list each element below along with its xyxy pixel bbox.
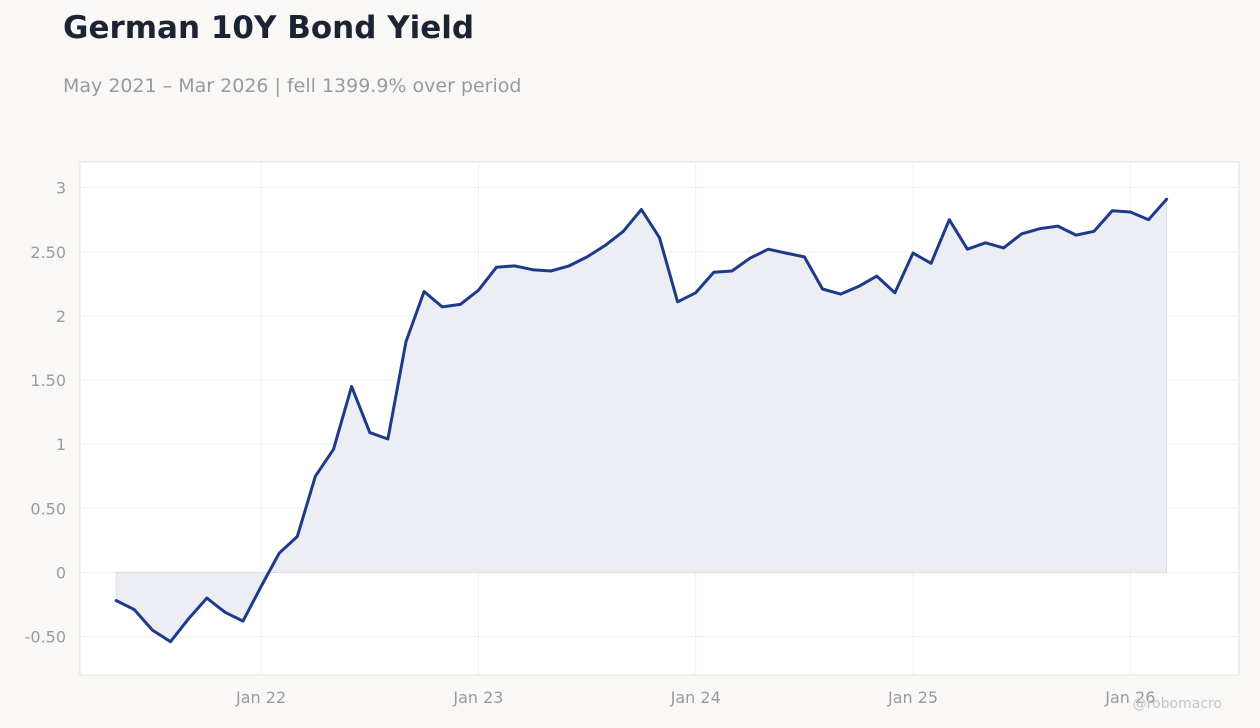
watermark: @robomacro — [1132, 696, 1222, 712]
x-tick-label: Jan 26 — [1104, 688, 1155, 707]
y-axis: -0.50 0 0.50 1 1.50 2 2.50 3 — [25, 179, 66, 647]
x-tick-label: Jan 22 — [235, 688, 286, 707]
x-tick-label: Jan 23 — [452, 688, 503, 707]
chart-subtitle: May 2021 – Mar 2026 | fell 1399.9% over … — [63, 75, 522, 97]
y-tick-label: -0.50 — [25, 628, 66, 647]
y-tick-label: 1.50 — [30, 371, 66, 390]
series-line — [114, 197, 1169, 644]
y-tick-label: 0 — [56, 563, 66, 582]
y-tick-label: 3 — [56, 179, 66, 198]
y-tick-label: 2.50 — [30, 243, 66, 262]
x-tick-label: Jan 24 — [670, 688, 721, 707]
y-tick-label: 0.50 — [30, 499, 66, 518]
x-axis: Jan 22 Jan 23 Jan 24 Jan 25 Jan 26 — [235, 688, 1155, 707]
y-tick-label: 2 — [56, 307, 66, 326]
x-tick-label: Jan 25 — [887, 688, 938, 707]
y-tick-label: 1 — [56, 435, 66, 454]
chart-title: German 10Y Bond Yield — [63, 10, 475, 46]
